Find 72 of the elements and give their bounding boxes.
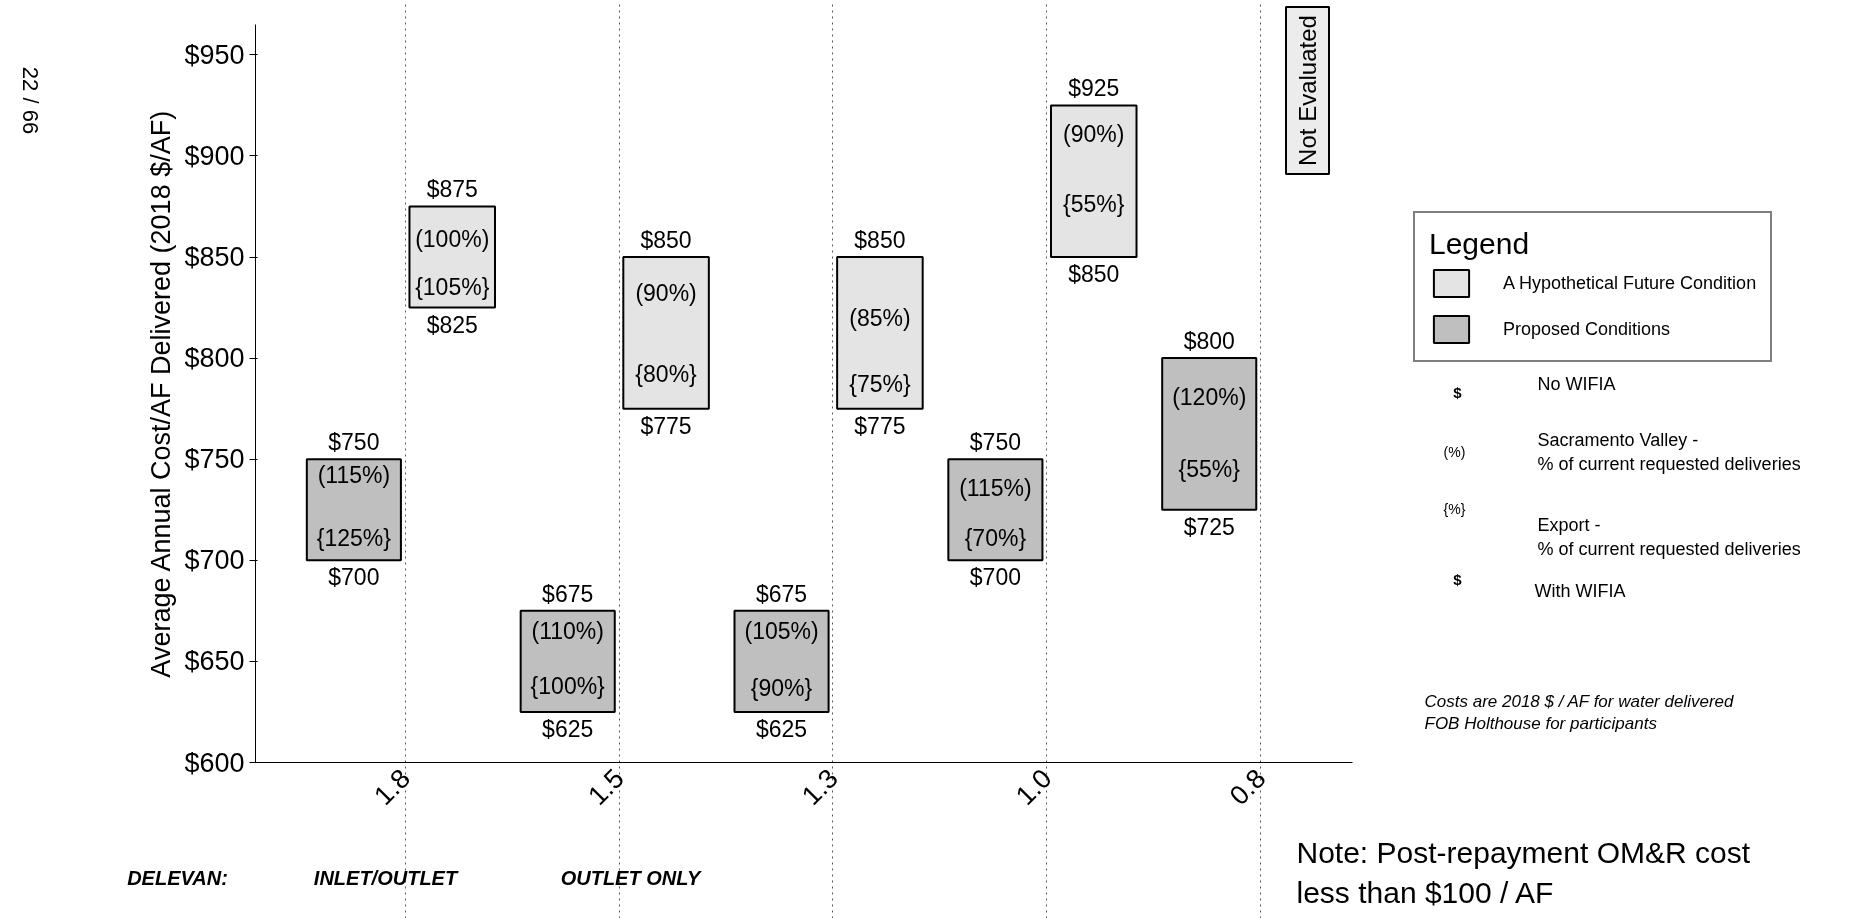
text: $: [1453, 571, 1463, 588]
text: Sacramento Valley - % of current requested deliveries: [1537, 429, 1801, 474]
annotation: (115%): [317, 462, 391, 489]
x-tick-label: 1.3: [796, 763, 844, 811]
bar: [1161, 357, 1258, 511]
text: Costs are 2018 $ / AF for water delivered FOB Holthouse for participants: [1424, 691, 1735, 734]
annotation: (110%): [531, 618, 604, 645]
text: {%}: [1443, 500, 1466, 517]
annotation: $750: [969, 429, 1021, 456]
annotation: {90%}: [750, 674, 813, 701]
y-tick-label: $850: [184, 242, 245, 273]
bar: [836, 256, 924, 410]
annotation: $850: [640, 227, 692, 254]
annotation: {80%}: [635, 361, 698, 388]
y-tick-label: $950: [184, 39, 245, 70]
annotation: $700: [328, 564, 380, 591]
text: OUTLET ONLY: [560, 866, 702, 889]
annotation: (90%): [1063, 120, 1125, 147]
annotation: {70%}: [964, 525, 1027, 552]
annotation: $850: [1068, 261, 1120, 288]
text: 22 / 66: [18, 66, 43, 135]
annotation: {125%}: [316, 525, 392, 552]
annotation: $825: [426, 311, 478, 338]
text: (%): [1443, 443, 1466, 460]
annotation: (100%): [415, 225, 490, 252]
annotation: (90%): [635, 280, 697, 307]
annotation: $625: [542, 715, 594, 742]
y-axis-title: Average Annual Cost/AF Delivered (2018 $/AF): [146, 110, 177, 678]
annotation: $675: [542, 580, 594, 607]
y-tick-label: $750: [184, 444, 245, 475]
annotation: $775: [854, 412, 906, 439]
annotation: {100%}: [530, 672, 606, 699]
annotation: $850: [854, 227, 906, 254]
annotation: $725: [1183, 513, 1235, 540]
annotation: $800: [1183, 328, 1235, 355]
annotation: $625: [755, 715, 808, 742]
annotation: {55%}: [1178, 456, 1241, 483]
annotation: {75%}: [849, 371, 911, 398]
annotation: $750: [328, 429, 380, 456]
annotation: {55%}: [1063, 191, 1125, 218]
text: No WIFIA: [1537, 373, 1616, 394]
annotation: $675: [755, 580, 808, 607]
text: Export - % of current requested deliveries: [1537, 514, 1801, 559]
x-tick-label: 1.8: [368, 763, 417, 811]
y-tick-label: $650: [184, 646, 245, 677]
x-tick-label: 1.5: [582, 763, 630, 811]
x-tick-label: 1.0: [1009, 763, 1058, 811]
annotation: (105%): [744, 618, 819, 645]
y-tick-label: $900: [184, 140, 245, 171]
annotation: $925: [1068, 75, 1120, 102]
text: $: [1453, 384, 1463, 401]
text: INLET/OUTLET: [313, 866, 459, 889]
annotation: $875: [426, 176, 478, 203]
annotation: Not Evaluated: [1294, 15, 1321, 166]
annotation: $775: [640, 412, 692, 439]
bar: [1049, 104, 1138, 259]
legend-label: A Hypothetical Future Condition: [1503, 272, 1757, 294]
annotation: $700: [969, 564, 1021, 591]
text: DELEVAN:: [127, 866, 228, 889]
annotation: (120%): [1172, 383, 1247, 410]
legend-label: Proposed Conditions: [1503, 318, 1671, 340]
legend-title: Legend: [1429, 227, 1531, 261]
x-tick-label: 0.8: [1223, 763, 1272, 811]
annotation: (115%): [959, 474, 1032, 501]
text: With WIFIA: [1534, 580, 1626, 601]
text: Note: Post-repayment OM&R cost less than $100 / AF: [1296, 836, 1751, 909]
y-tick-label: $800: [184, 343, 245, 374]
bar: [622, 256, 710, 410]
annotation: (85%): [849, 304, 911, 331]
annotation: {105%}: [415, 274, 490, 301]
y-tick-label: $700: [184, 545, 245, 576]
y-tick-label: $600: [184, 747, 245, 778]
